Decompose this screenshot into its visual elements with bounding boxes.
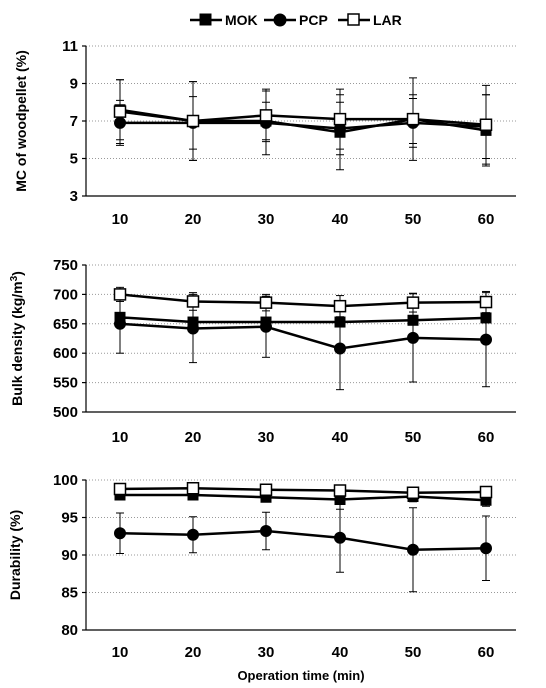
series-lar — [113, 77, 493, 165]
series-line — [119, 316, 487, 324]
x-tick-label: 10 — [112, 211, 129, 228]
data-point — [114, 527, 126, 540]
data-point — [113, 482, 127, 496]
x-tick-label: 60 — [478, 429, 495, 446]
data-point — [407, 543, 419, 556]
data-point — [259, 296, 273, 309]
x-tick-label: 20 — [185, 211, 202, 228]
y-tick-label: 3 — [70, 188, 78, 205]
legend-item-lar: LAR — [338, 12, 402, 28]
series-line — [120, 493, 487, 502]
x-tick-label: 20 — [185, 644, 202, 661]
series-line — [120, 121, 487, 130]
data-point — [480, 542, 492, 555]
data-point — [334, 531, 346, 544]
y-tick-label: 90 — [61, 547, 78, 564]
x-tick-label: 20 — [185, 429, 202, 446]
data-point — [406, 112, 420, 126]
y-tick-label: 750 — [53, 257, 78, 274]
data-point — [333, 299, 347, 313]
data-point — [113, 288, 127, 301]
data-point — [186, 482, 200, 495]
legend-item-pcp: PCP — [264, 12, 328, 28]
data-point — [260, 320, 272, 333]
y-tick-label: 700 — [53, 286, 78, 303]
x-tick-label: 10 — [112, 429, 129, 446]
series-pcp — [114, 90, 492, 159]
x-tick-label: 10 — [112, 644, 129, 661]
y-tick-label: 85 — [61, 585, 78, 602]
y-tick-label: 600 — [53, 345, 78, 362]
chart-legend: MOK PCP LAR — [190, 12, 402, 28]
series-pcp — [114, 292, 492, 391]
x-tick-label: 50 — [405, 644, 422, 661]
y-tick-label: 80 — [61, 622, 78, 639]
data-point — [114, 317, 126, 330]
legend-item-mok: MOK — [190, 12, 258, 28]
data-point — [406, 486, 420, 499]
chart-panel-2: 500 550 600 650 700 750 10 20 30 40 50 60 Bulk densi… — [9, 257, 516, 446]
series-line — [119, 293, 487, 308]
data-point — [406, 296, 420, 309]
y-tick-label: 5 — [70, 151, 78, 168]
data-point — [260, 525, 272, 537]
data-point — [333, 112, 347, 126]
x-tick-label: 50 — [405, 211, 422, 228]
data-point — [333, 484, 347, 497]
data-point — [259, 483, 273, 496]
y-tick-label: 7 — [70, 113, 78, 130]
chart-panel-1: 3 5 7 9 11 10 20 30 40 50 60 MC of woodpellet (%) — [13, 38, 516, 228]
legend-label-mok: MOK — [225, 12, 258, 28]
x-axis-label: Operation time (min) — [237, 668, 364, 683]
y-tick-label: 550 — [53, 375, 78, 392]
data-point — [187, 322, 199, 335]
data-point — [334, 342, 346, 355]
series-line — [119, 529, 487, 552]
x-tick-label: 50 — [405, 429, 422, 446]
series-lar — [113, 482, 493, 499]
series-line — [119, 110, 487, 126]
data-point — [187, 528, 199, 541]
x-tick-label: 60 — [478, 211, 495, 228]
series-pcp — [114, 502, 492, 593]
y-axis-label: Durability (%) — [7, 510, 23, 600]
series-line — [119, 322, 487, 350]
y-tick-label: 500 — [53, 404, 78, 421]
data-point — [186, 114, 200, 128]
y-axis-label: Bulk density (kg/m3) — [9, 271, 26, 406]
x-tick-label: 30 — [258, 644, 275, 661]
data-point — [407, 331, 419, 344]
x-tick-label: 40 — [332, 644, 349, 661]
x-tick-label: 30 — [258, 429, 275, 446]
y-tick-label: 100 — [53, 472, 78, 489]
data-point — [259, 109, 273, 122]
legend-label-pcp: PCP — [299, 12, 328, 28]
data-point — [479, 118, 493, 131]
y-tick-label: 9 — [70, 76, 78, 93]
y-tick-label: 11 — [62, 38, 78, 55]
series-line — [119, 486, 487, 495]
x-tick-label: 40 — [332, 429, 349, 446]
y-tick-label: 650 — [53, 316, 78, 333]
data-point — [479, 485, 493, 499]
y-axis-label: MC of woodpellet (%) — [13, 50, 29, 192]
data-point — [480, 333, 492, 346]
x-tick-label: 40 — [332, 211, 349, 228]
x-tick-label: 60 — [478, 644, 495, 661]
data-point — [113, 105, 127, 118]
data-point — [479, 295, 493, 309]
data-point — [186, 295, 200, 308]
legend-label-lar: LAR — [373, 12, 402, 28]
y-tick-label: 95 — [61, 510, 78, 527]
x-tick-label: 30 — [258, 211, 275, 228]
series-lar — [113, 286, 493, 318]
chart-panel-3: 80 85 90 95 100 10 20 30 40 50 60 Durability (%) Ope… — [7, 472, 516, 683]
series-mok — [114, 311, 492, 328]
